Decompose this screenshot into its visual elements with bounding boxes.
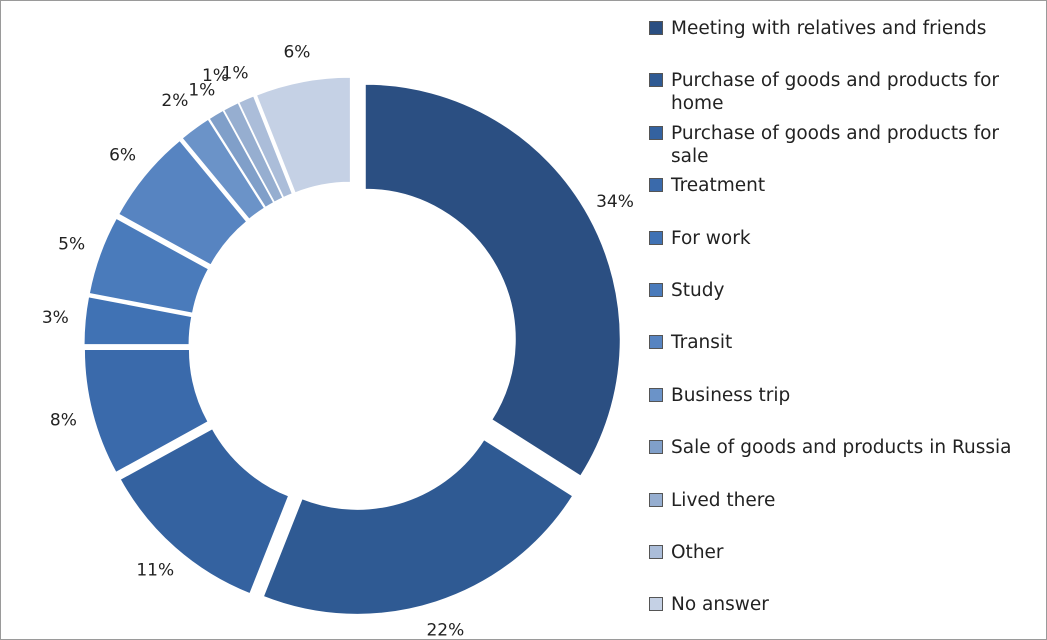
data-label: 11% xyxy=(136,560,174,580)
donut-slice xyxy=(181,118,266,220)
legend-item: No answer xyxy=(649,593,1041,616)
legend-swatch xyxy=(649,283,663,297)
legend-swatch xyxy=(649,178,663,193)
donut-slice xyxy=(255,76,351,194)
data-label: 1% xyxy=(222,63,249,83)
legend-item: Other xyxy=(649,541,1041,564)
legend-label: Meeting with relatives and friends xyxy=(671,18,987,39)
donut: 34%22%11%8%3%5%6%2%1%1%1%6% xyxy=(42,42,634,639)
donut-slice xyxy=(118,139,248,266)
data-label: 1% xyxy=(188,80,215,100)
legend-swatch xyxy=(649,335,663,350)
legend-item: Study xyxy=(649,279,1041,302)
legend-label: Sale of goods and products in Russia xyxy=(671,437,1012,459)
donut-slice xyxy=(83,296,193,346)
legend-swatch xyxy=(649,440,663,455)
legend-swatch xyxy=(649,21,663,35)
legend-label: Purchase of goods and products for home xyxy=(671,70,1000,115)
legend-label: Business trip xyxy=(671,384,791,406)
donut-slice xyxy=(238,95,293,199)
legend-item: For work xyxy=(649,227,1041,250)
legend-item: Meeting with relatives and friends xyxy=(649,17,1041,40)
data-label: 8% xyxy=(50,410,77,430)
data-label: 5% xyxy=(58,235,85,255)
legend-item: Sale of goods and products in Russia xyxy=(649,436,1041,459)
donut-slice xyxy=(119,428,290,595)
legend-item: Lived there xyxy=(649,489,1041,512)
legend-label: For work xyxy=(671,227,751,249)
donut-slice xyxy=(262,438,574,615)
donut-slice xyxy=(223,102,284,203)
donut-slice xyxy=(88,217,210,314)
data-label: 22% xyxy=(426,620,464,639)
data-label: 6% xyxy=(109,145,136,165)
data-label: 6% xyxy=(283,42,310,62)
donut-slice xyxy=(208,109,275,208)
legend-label: Other xyxy=(671,542,724,563)
data-label: 2% xyxy=(161,91,188,111)
data-label: 3% xyxy=(42,308,69,328)
data-label: 34% xyxy=(596,192,634,212)
legend-swatch xyxy=(649,387,663,402)
legend-swatch xyxy=(649,597,663,612)
legend-item: Purchase of goods and products for sale xyxy=(649,122,1041,168)
legend-label: Purchase of goods and products for sale xyxy=(671,122,1000,167)
legend-item: Treatment xyxy=(649,174,1041,197)
legend-swatch xyxy=(649,125,663,140)
donut-slice xyxy=(364,83,621,477)
legend-swatch xyxy=(649,73,663,88)
legend-label: Treatment xyxy=(671,175,766,197)
data-label: 1% xyxy=(202,66,229,86)
legend-swatch xyxy=(649,545,663,559)
legend-label: No answer xyxy=(671,594,769,616)
legend-label: Study xyxy=(671,280,725,301)
legend-item: Purchase of goods and products for home xyxy=(649,69,1041,115)
legend-swatch xyxy=(649,492,663,507)
legend-item: Transit xyxy=(649,331,1041,354)
legend-swatch xyxy=(649,230,663,245)
legend-item: Business trip xyxy=(649,384,1041,407)
legend-label: Transit xyxy=(671,332,733,354)
legend-label: Lived there xyxy=(671,489,776,511)
donut-slice xyxy=(83,348,209,474)
